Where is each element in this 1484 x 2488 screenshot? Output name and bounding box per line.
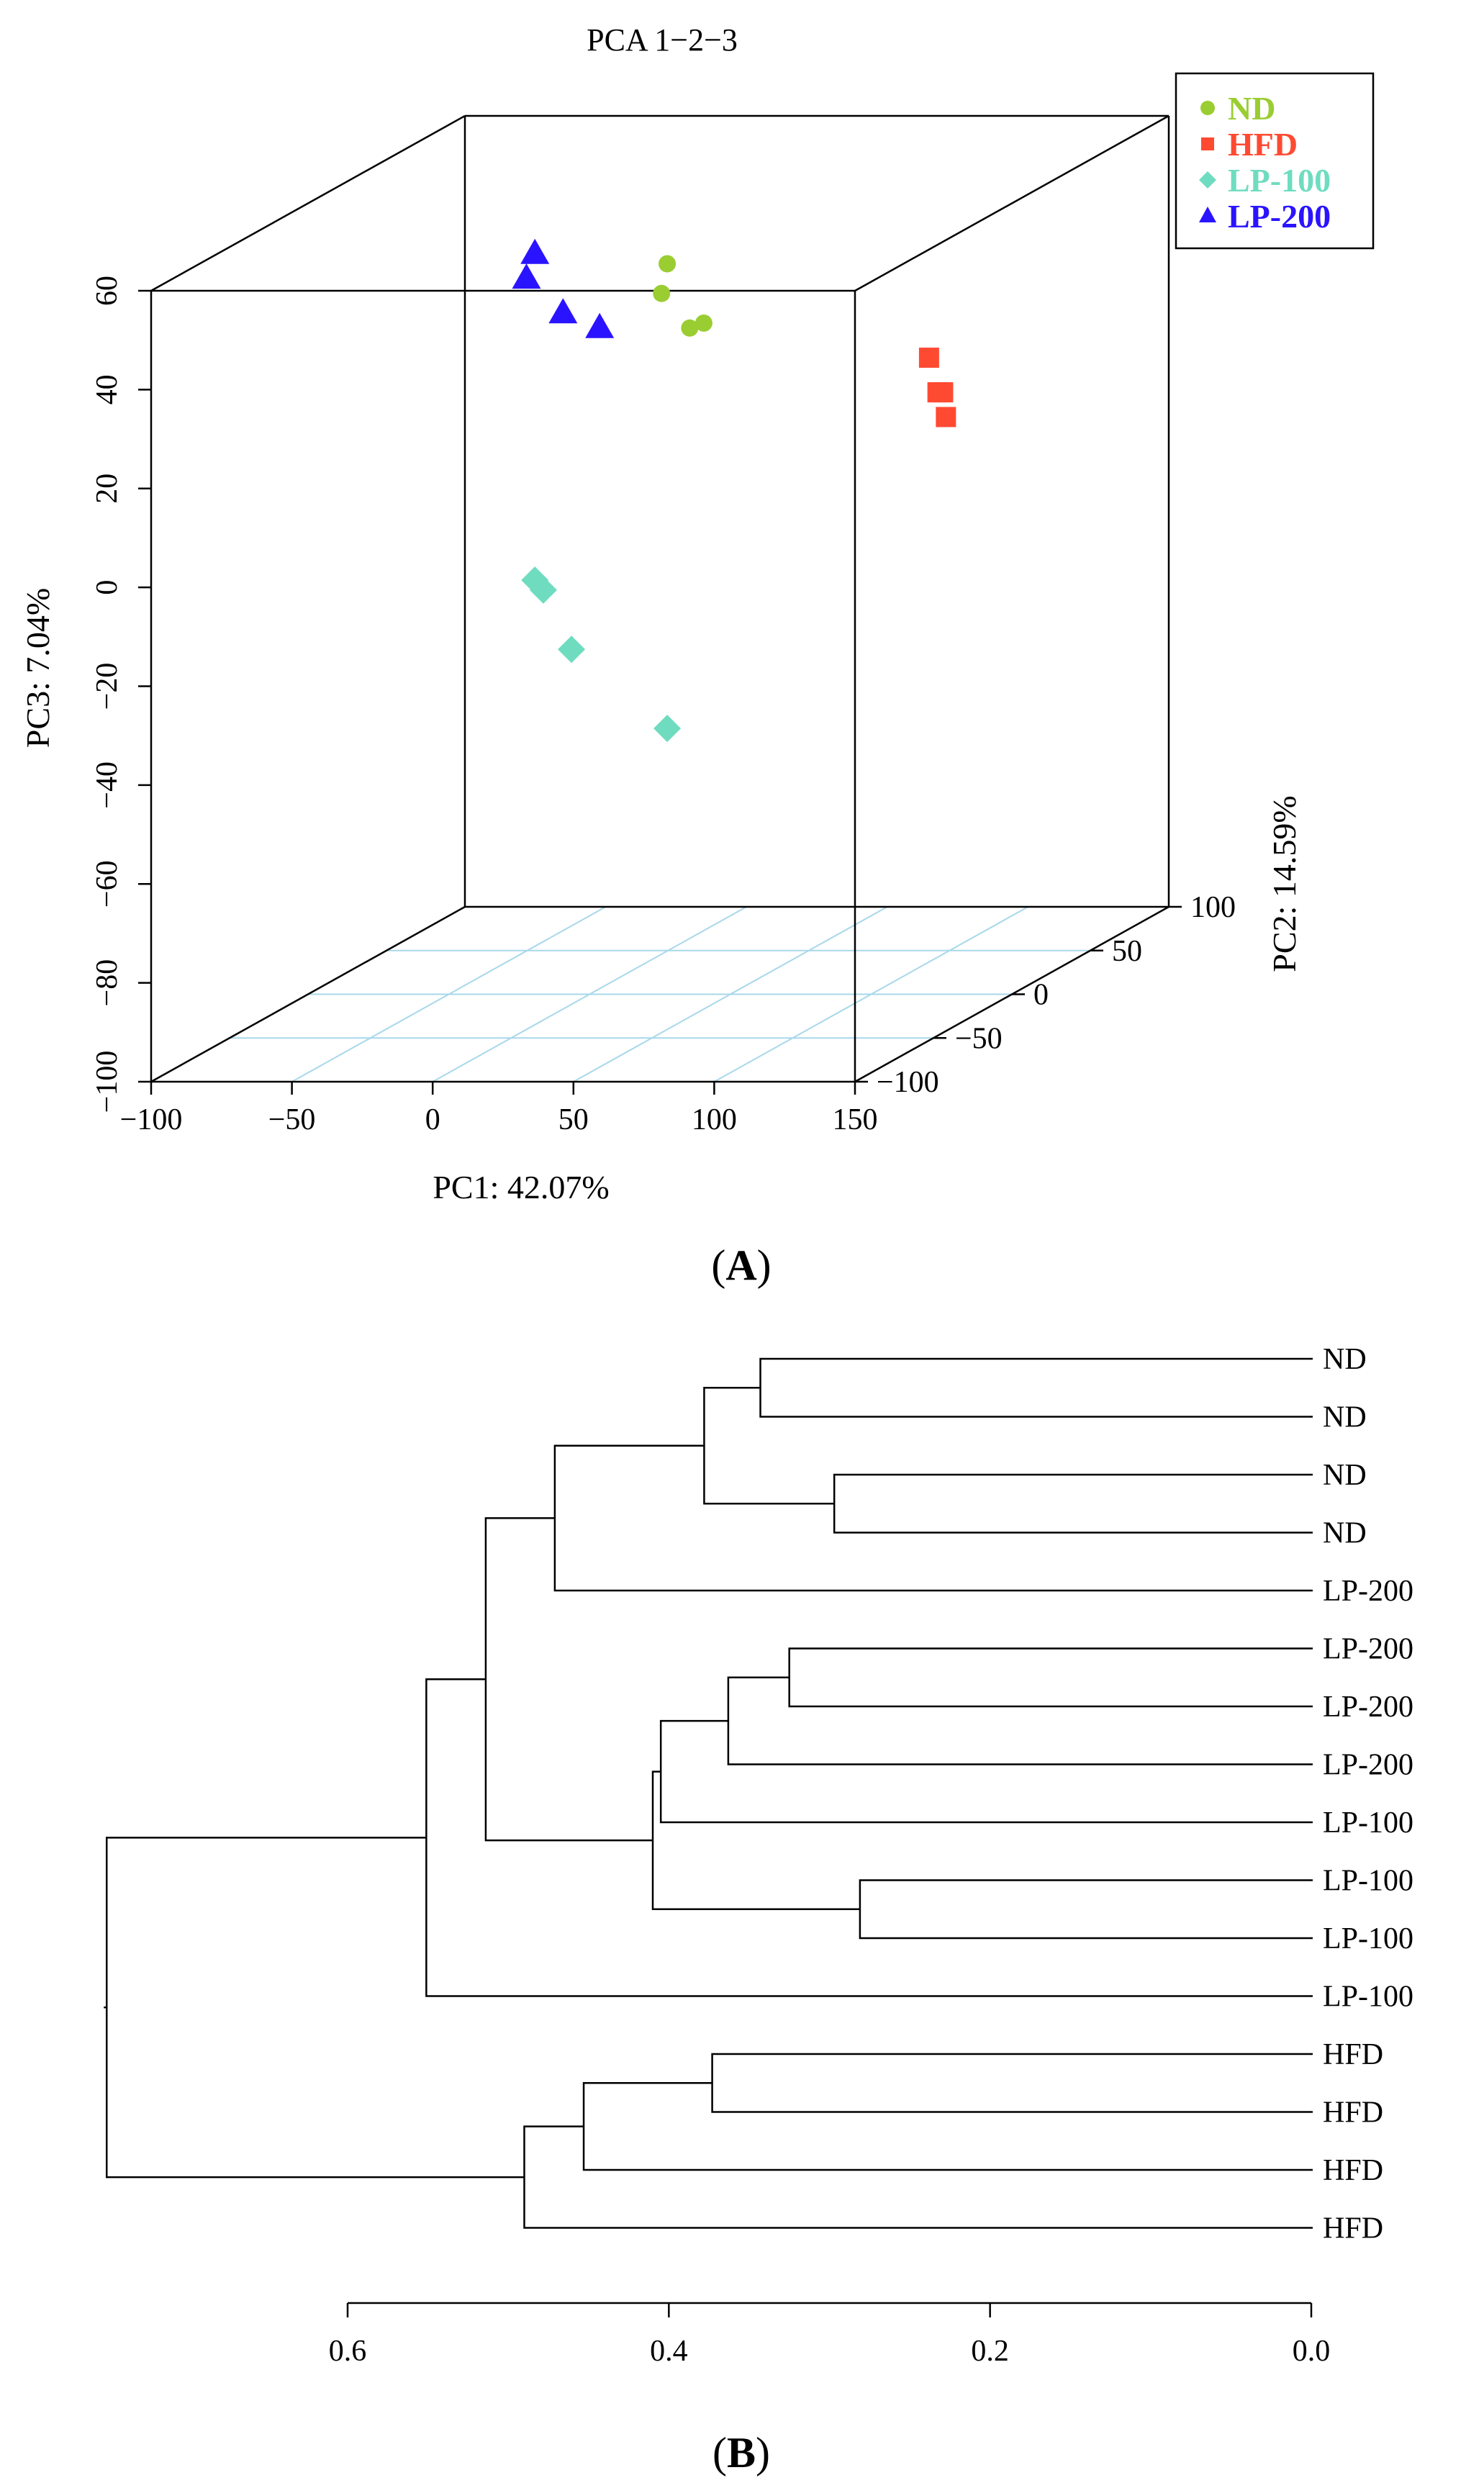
point-hfd-2 [933, 382, 954, 403]
point-lp-200-0 [520, 238, 550, 264]
y-tick-label: −100 [877, 1066, 939, 1099]
point-lp-200-2 [548, 298, 578, 324]
x-tick-label: 50 [558, 1103, 589, 1136]
point-nd-1 [653, 284, 671, 302]
legend-label-lp-100: LP-100 [1228, 162, 1331, 199]
dendrogram-axis: 0.6 0.4 0.2 0.0 [329, 2302, 1331, 2368]
legend-marker-lp-200 [1199, 207, 1216, 222]
dendrogram-branch-12 [582, 2082, 1313, 2171]
point-lp-100-2 [558, 635, 586, 664]
z-tick-label: 60 [91, 276, 124, 306]
cube-edge-8 [150, 905, 466, 1083]
point-nd-0 [659, 255, 677, 273]
point-lp-200-1 [512, 263, 541, 289]
data-points [512, 238, 956, 743]
y-tick-label: 100 [1190, 891, 1236, 924]
dendrogram-branch-10 [425, 1678, 1313, 1997]
leaf-label: ND [1323, 1517, 1367, 1550]
dendrogram-axis-tick-label: 0.0 [1293, 2335, 1331, 2368]
dendrogram-axis-tick-label: 0.6 [329, 2335, 367, 2368]
dendrogram-branch-6 [659, 1719, 1313, 1824]
leaf-label: LP-200 [1323, 1691, 1413, 1724]
x-tick-label: 0 [425, 1103, 440, 1136]
panel-a-label: (A) [711, 1241, 771, 1289]
legend-label-lp-200: LP-200 [1228, 198, 1331, 235]
legend-marker-nd [1200, 101, 1215, 115]
z-tick-label: −100 [91, 1051, 124, 1113]
z-tick-label: 0 [91, 580, 124, 595]
tick-labels: −100 −50 0 50 100 150 −100 −80 −60 −40 −20 0 20 40 60 −… [91, 276, 1236, 1136]
legend-label-hfd: HFD [1228, 126, 1298, 163]
point-nd-3 [695, 314, 712, 332]
panel-b-label: (B) [712, 2429, 770, 2476]
dendrogram-branches [104, 1357, 1313, 2229]
floor-grid [230, 906, 1090, 1082]
leaf-label: LP-100 [1323, 1865, 1413, 1898]
leaf-label: ND [1323, 1343, 1367, 1376]
z-tick-label: 20 [91, 474, 124, 504]
y-tick-label: 50 [1112, 935, 1142, 968]
leaf-label: LP-200 [1323, 1749, 1413, 1782]
cube-edge-10 [150, 114, 466, 292]
leaf-label: LP-100 [1323, 1806, 1413, 1840]
z-tick-label: −80 [91, 959, 124, 1007]
point-lp-100-3 [653, 715, 682, 743]
dendrogram-branch-13 [523, 2125, 1313, 2229]
dendrogram-branch-4 [788, 1647, 1313, 1708]
x-tick-label: 100 [692, 1103, 737, 1136]
leaf-label: LP-100 [1323, 1922, 1413, 1955]
legend-label-nd: ND [1228, 90, 1275, 127]
legend-marker-hfd [1201, 137, 1214, 150]
point-hfd-0 [918, 348, 939, 368]
axis-ticks [138, 289, 1182, 1095]
cube-edge-11 [854, 114, 1169, 292]
leaf-label: HFD [1323, 2096, 1383, 2130]
dendrogram-axis-tick-label: 0.2 [971, 2335, 1009, 2368]
pca-title: PCA 1−2−3 [587, 22, 738, 58]
dendrogram-branch-9 [484, 1517, 653, 1842]
point-lp-200-3 [585, 312, 615, 338]
dendrogram-branch-14 [106, 1837, 525, 2179]
z-tick-label: 40 [91, 374, 124, 404]
dendrogram-leaf-labels: ND ND ND ND LP-200 LP-200 LP-200 LP-200 LP-100 LP… [1323, 1343, 1413, 2245]
leaf-label: LP-100 [1323, 1981, 1413, 2014]
leaf-label: LP-200 [1323, 1575, 1413, 1608]
z-tick-label: −20 [91, 663, 124, 710]
legend-marker-lp-100 [1199, 171, 1216, 189]
dendrogram-axis-tick-label: 0.4 [650, 2335, 688, 2368]
z-tick-label: −60 [91, 860, 124, 908]
point-hfd-3 [936, 407, 956, 428]
dendrogram-branch-8 [651, 1770, 860, 1910]
z-tick-label: −40 [91, 761, 124, 809]
x-tick-label: −50 [268, 1103, 316, 1136]
dendrogram-branch-11 [711, 2053, 1313, 2113]
y-tick-label: 0 [1033, 979, 1049, 1012]
z-axis-title: PC3: 7.04% [19, 588, 56, 748]
x-tick-label: 150 [833, 1103, 878, 1136]
pca-3d-scatter-panel: PCA 1−2−3 −100 −50 0 50 100 150−100−80−60−40−… [19, 22, 1375, 1289]
x-axis-title: PC1: 42.07% [433, 1169, 609, 1205]
dendrogram-branch-1 [833, 1473, 1313, 1534]
leaf-label: HFD [1323, 2154, 1383, 2187]
dendrogram-branch-3 [553, 1444, 1313, 1592]
dendrogram-branch-0 [759, 1357, 1313, 1418]
dendrogram-branch-2 [703, 1387, 835, 1505]
point-lp-100-1 [529, 576, 557, 604]
x-tick-label: −100 [120, 1103, 183, 1136]
y-tick-label: −50 [955, 1022, 1003, 1055]
dendrogram-panel: ND ND ND ND LP-200 LP-200 LP-200 LP-200 LP-100 LP… [104, 1343, 1413, 2476]
leaf-label: HFD [1323, 2212, 1383, 2245]
dendrogram-branch-5 [727, 1676, 1313, 1765]
point-nd-2 [681, 319, 699, 337]
leaf-label: HFD [1323, 2038, 1383, 2071]
leaf-label: LP-200 [1323, 1633, 1413, 1666]
dendrogram-branch-7 [859, 1879, 1313, 1940]
y-axis-title: PC2: 14.59% [1266, 795, 1303, 972]
leaf-label: ND [1323, 1459, 1367, 1492]
leaf-label: ND [1323, 1401, 1367, 1434]
